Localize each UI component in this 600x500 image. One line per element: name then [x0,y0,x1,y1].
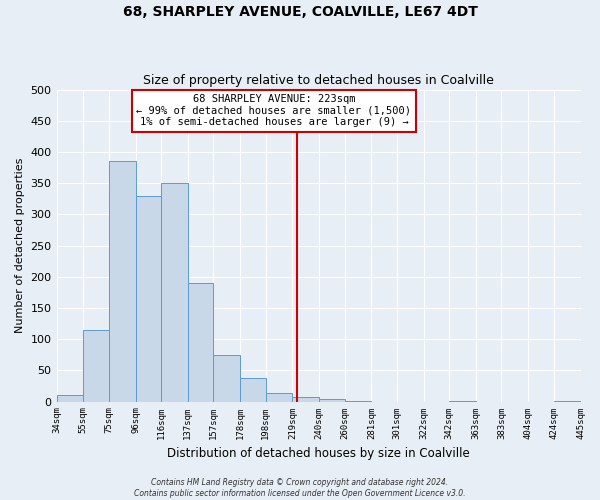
Bar [161,183,188,402]
X-axis label: Distribution of detached houses by size in Coalville: Distribution of detached houses by size … [167,447,470,460]
Bar [83,330,109,402]
Bar [449,401,476,402]
Bar [292,397,319,402]
Text: 68, SHARPLEY AVENUE, COALVILLE, LE67 4DT: 68, SHARPLEY AVENUE, COALVILLE, LE67 4DT [122,5,478,19]
Bar [188,283,214,402]
Bar [56,396,83,402]
Title: Size of property relative to detached houses in Coalville: Size of property relative to detached ho… [143,74,494,87]
Bar [136,196,161,402]
Bar [554,401,581,402]
Bar [344,401,371,402]
Y-axis label: Number of detached properties: Number of detached properties [15,158,25,333]
Bar [266,394,292,402]
Bar [240,378,266,402]
Bar [319,399,344,402]
Text: Contains HM Land Registry data © Crown copyright and database right 2024.
Contai: Contains HM Land Registry data © Crown c… [134,478,466,498]
Bar [214,355,240,402]
Text: 68 SHARPLEY AVENUE: 223sqm
← 99% of detached houses are smaller (1,500)
1% of se: 68 SHARPLEY AVENUE: 223sqm ← 99% of deta… [136,94,412,128]
Bar [109,162,136,402]
